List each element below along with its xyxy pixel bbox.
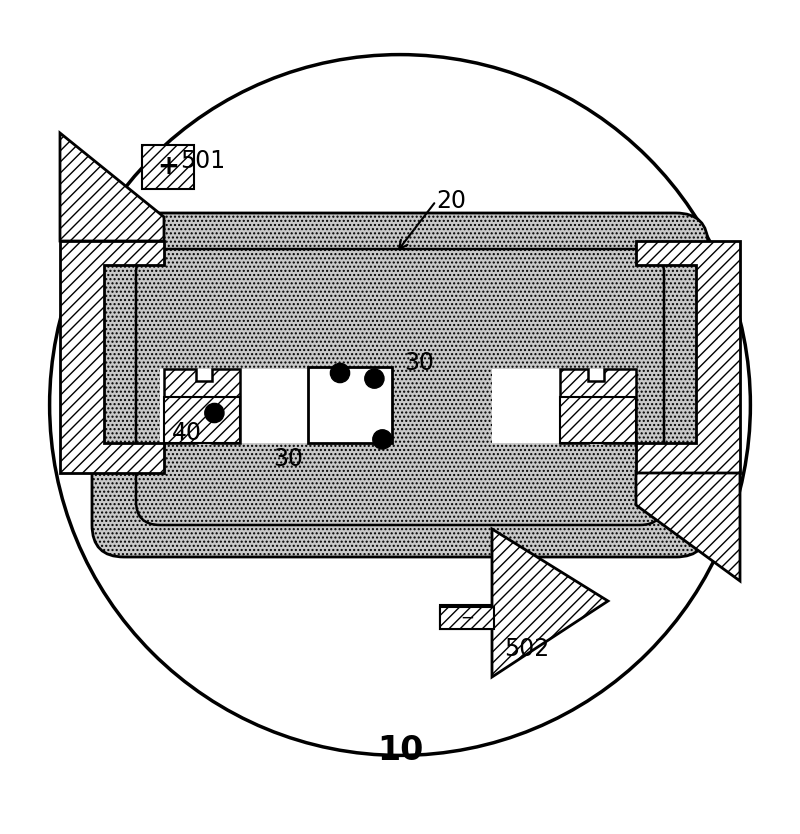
FancyBboxPatch shape [92, 213, 708, 557]
Text: 10: 10 [377, 734, 423, 767]
Polygon shape [492, 529, 608, 677]
Polygon shape [560, 369, 636, 443]
Text: 501: 501 [180, 149, 225, 173]
Circle shape [365, 369, 384, 388]
Text: 20: 20 [436, 189, 466, 213]
Text: 30: 30 [273, 446, 303, 470]
Polygon shape [60, 241, 164, 473]
Bar [160, 369, 308, 443]
Polygon shape [164, 397, 240, 443]
Text: +: + [157, 154, 179, 180]
FancyBboxPatch shape [136, 249, 664, 525]
Bar [492, 369, 636, 443]
Polygon shape [160, 369, 308, 443]
Polygon shape [560, 397, 636, 443]
Circle shape [205, 404, 224, 423]
Circle shape [50, 54, 750, 756]
Text: −: − [460, 609, 474, 627]
Polygon shape [440, 605, 492, 629]
Bar [440, 606, 494, 629]
Polygon shape [164, 369, 240, 443]
Polygon shape [636, 241, 740, 473]
Polygon shape [60, 133, 164, 241]
Text: 40: 40 [172, 421, 202, 445]
Text: 30: 30 [404, 350, 434, 374]
Circle shape [330, 364, 350, 383]
Text: 502: 502 [504, 637, 550, 661]
Bar [308, 367, 392, 443]
Polygon shape [636, 473, 740, 581]
Circle shape [373, 430, 392, 449]
Bar [142, 145, 194, 189]
